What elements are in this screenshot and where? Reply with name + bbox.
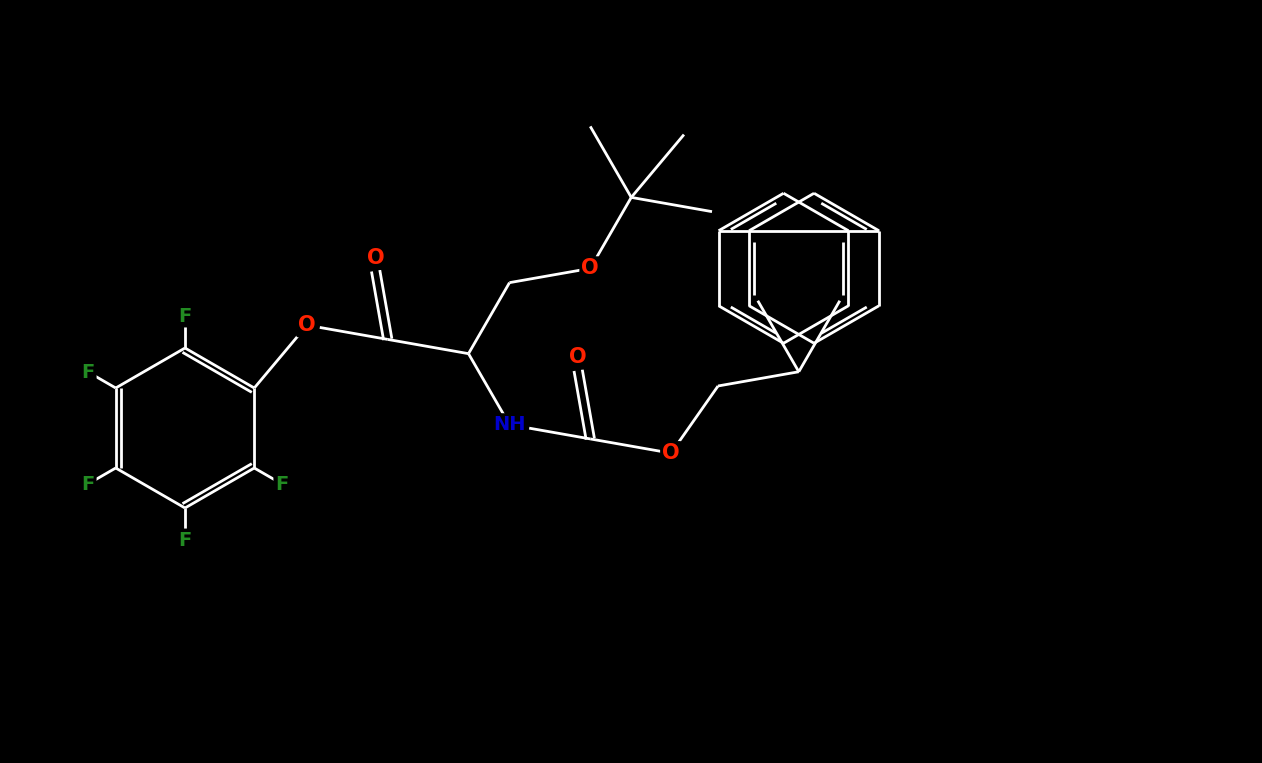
- Text: F: F: [178, 530, 192, 549]
- Text: O: O: [663, 443, 680, 463]
- Text: F: F: [81, 362, 95, 382]
- Text: F: F: [178, 307, 192, 326]
- Text: NH: NH: [493, 415, 526, 434]
- Text: F: F: [275, 475, 289, 494]
- Text: F: F: [81, 475, 95, 494]
- Text: O: O: [582, 259, 599, 278]
- Text: O: O: [298, 315, 316, 335]
- Text: O: O: [569, 347, 587, 367]
- Text: O: O: [367, 248, 385, 268]
